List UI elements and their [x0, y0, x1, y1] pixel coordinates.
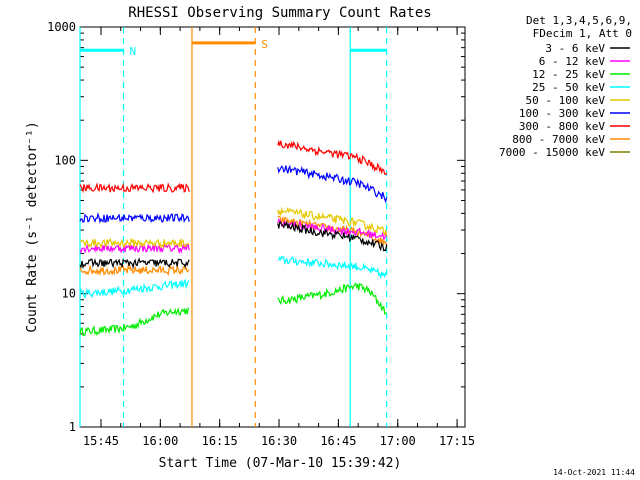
legend-label: 50 - 100 keV — [526, 94, 606, 107]
series-line — [79, 307, 190, 337]
plot-frame — [79, 26, 466, 428]
series-line — [277, 164, 388, 204]
x-tick-label: 16:00 — [142, 434, 178, 448]
series-line — [79, 264, 190, 277]
series-line — [277, 139, 388, 175]
series-50-100keV — [79, 206, 388, 249]
legend-label: 6 - 12 keV — [539, 55, 606, 68]
x-tick-label: 17:15 — [439, 434, 475, 448]
x-axis-label: Start Time (07-Mar-10 15:39:42) — [159, 456, 402, 471]
series-25-50keV — [79, 255, 388, 300]
series-line — [79, 182, 190, 194]
legend-label: 800 - 7000 keV — [512, 133, 605, 146]
series-line — [79, 237, 190, 249]
x-tick-label: 17:00 — [380, 434, 416, 448]
y-tick-label: 1000 — [47, 20, 76, 34]
x-tick-label: 15:45 — [83, 434, 119, 448]
y-tick-label: 100 — [54, 153, 76, 167]
series-line — [277, 255, 388, 279]
legend-label: 7000 - 15000 keV — [499, 146, 605, 159]
x-tick-label: 16:30 — [261, 434, 297, 448]
series-6-12keV — [79, 218, 388, 255]
series-line — [277, 218, 388, 240]
legend-label: 25 - 50 keV — [532, 81, 605, 94]
legend-header-line-2: FDecim 1, Att 0 — [533, 27, 632, 40]
series-line — [277, 220, 388, 252]
series-line — [79, 243, 190, 255]
annotation-label: S — [261, 38, 268, 51]
x-tick-label: 16:45 — [320, 434, 356, 448]
y-tick-label: 1 — [69, 420, 76, 434]
y-axis-label: Count Rate (s⁻¹ detector⁻¹) — [25, 121, 40, 332]
x-tick-label: 16:15 — [202, 434, 238, 448]
legend-label: 300 - 800 keV — [519, 120, 605, 133]
series-line — [79, 257, 190, 270]
annotation-label: N — [130, 45, 137, 58]
footer-date: 14-Oct-2021 11:44 — [553, 468, 635, 477]
series-line — [277, 282, 387, 316]
legend-label: 3 - 6 keV — [545, 42, 605, 55]
series-line — [277, 206, 388, 237]
chart-title: RHESSI Observing Summary Count Rates — [128, 5, 431, 21]
series-100-300keV — [79, 164, 388, 224]
y-tick-label: 10 — [62, 287, 76, 301]
legend-header-line-1: Det 1,3,4,5,6,9, — [526, 14, 632, 27]
legend-label: 12 - 25 keV — [532, 68, 605, 81]
legend-label: 100 - 300 keV — [519, 107, 605, 120]
series-300-800keV — [79, 139, 388, 194]
series-line — [79, 212, 190, 224]
series-12-25keV — [79, 282, 387, 337]
series-line — [79, 278, 190, 300]
series-3-6keV — [79, 220, 388, 270]
